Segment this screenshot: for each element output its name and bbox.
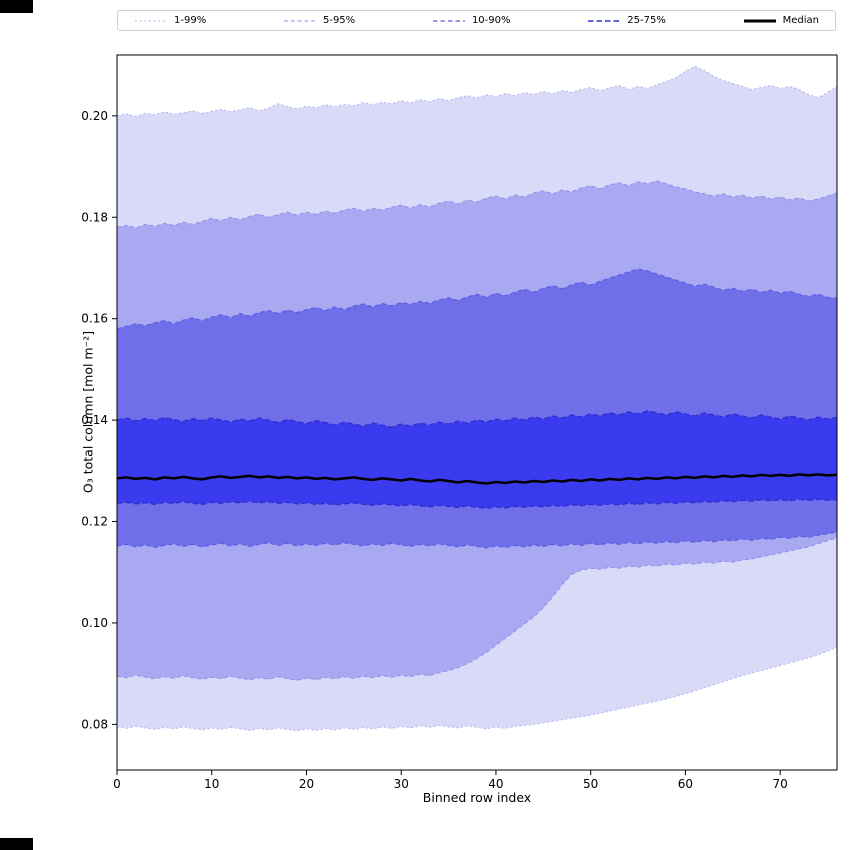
screen-artifact-top-left — [0, 0, 33, 13]
band-edge-25-75-upper — [116, 410, 838, 428]
legend-label: 5-95% — [322, 15, 356, 26]
y-tick-label: 0.10 — [81, 616, 108, 630]
plot-border — [116, 54, 838, 771]
y-axis-label: O₃ total column [mol m⁻²] — [80, 330, 96, 494]
x-tick-label: 60 — [678, 777, 693, 791]
legend-item: 10-90% — [432, 15, 511, 26]
legend-item: 25-75% — [587, 15, 666, 26]
legend-line-sample — [283, 20, 316, 21]
legend-line-sample — [588, 19, 621, 22]
y-tick-label: 0.08 — [81, 717, 108, 731]
y-tick-label: 0.20 — [81, 109, 108, 123]
legend-label: 25-75% — [627, 15, 666, 26]
band-edge-10-90-lower — [116, 531, 838, 549]
band-fill-25-75 — [117, 411, 837, 509]
x-tick-label: 20 — [299, 777, 314, 791]
x-axis-label: Binned row index — [422, 790, 532, 805]
median-line — [116, 473, 838, 485]
y-tick-label: 0.14 — [81, 413, 108, 427]
x-tick-label: 10 — [204, 777, 219, 791]
band-edge-5-95-upper — [116, 180, 838, 229]
y-tick-label: 0.18 — [81, 210, 108, 224]
x-tick-label: 0 — [113, 777, 121, 791]
chart-legend: 1-99% 5-95% 10-90% 25-75% Median — [117, 10, 836, 31]
legend-label: Median — [782, 15, 819, 26]
band-edge-10-90-upper — [116, 268, 838, 330]
band-edge-5-95-lower — [116, 537, 838, 681]
band-edge-25-75-lower — [116, 498, 838, 510]
legend-line-sample — [743, 19, 776, 22]
legend-item: 1-99% — [134, 15, 206, 26]
legend-item: Median — [743, 15, 819, 26]
legend-label: 10-90% — [471, 15, 511, 26]
legend-item: 5-95% — [283, 15, 355, 26]
y-tick-label: 0.12 — [81, 515, 108, 529]
legend-line-sample — [135, 20, 167, 21]
x-tick-label: 40 — [488, 777, 503, 791]
x-tick-label: 50 — [583, 777, 598, 791]
screen-artifact-bottom-left — [0, 838, 33, 850]
band-edge-1-99-upper — [116, 65, 838, 117]
legend-label: 1-99% — [174, 15, 207, 26]
y-tick-label: 0.16 — [81, 312, 108, 326]
x-tick-label: 70 — [773, 777, 788, 791]
legend-line-sample — [432, 19, 465, 22]
x-tick-label: 30 — [394, 777, 409, 791]
